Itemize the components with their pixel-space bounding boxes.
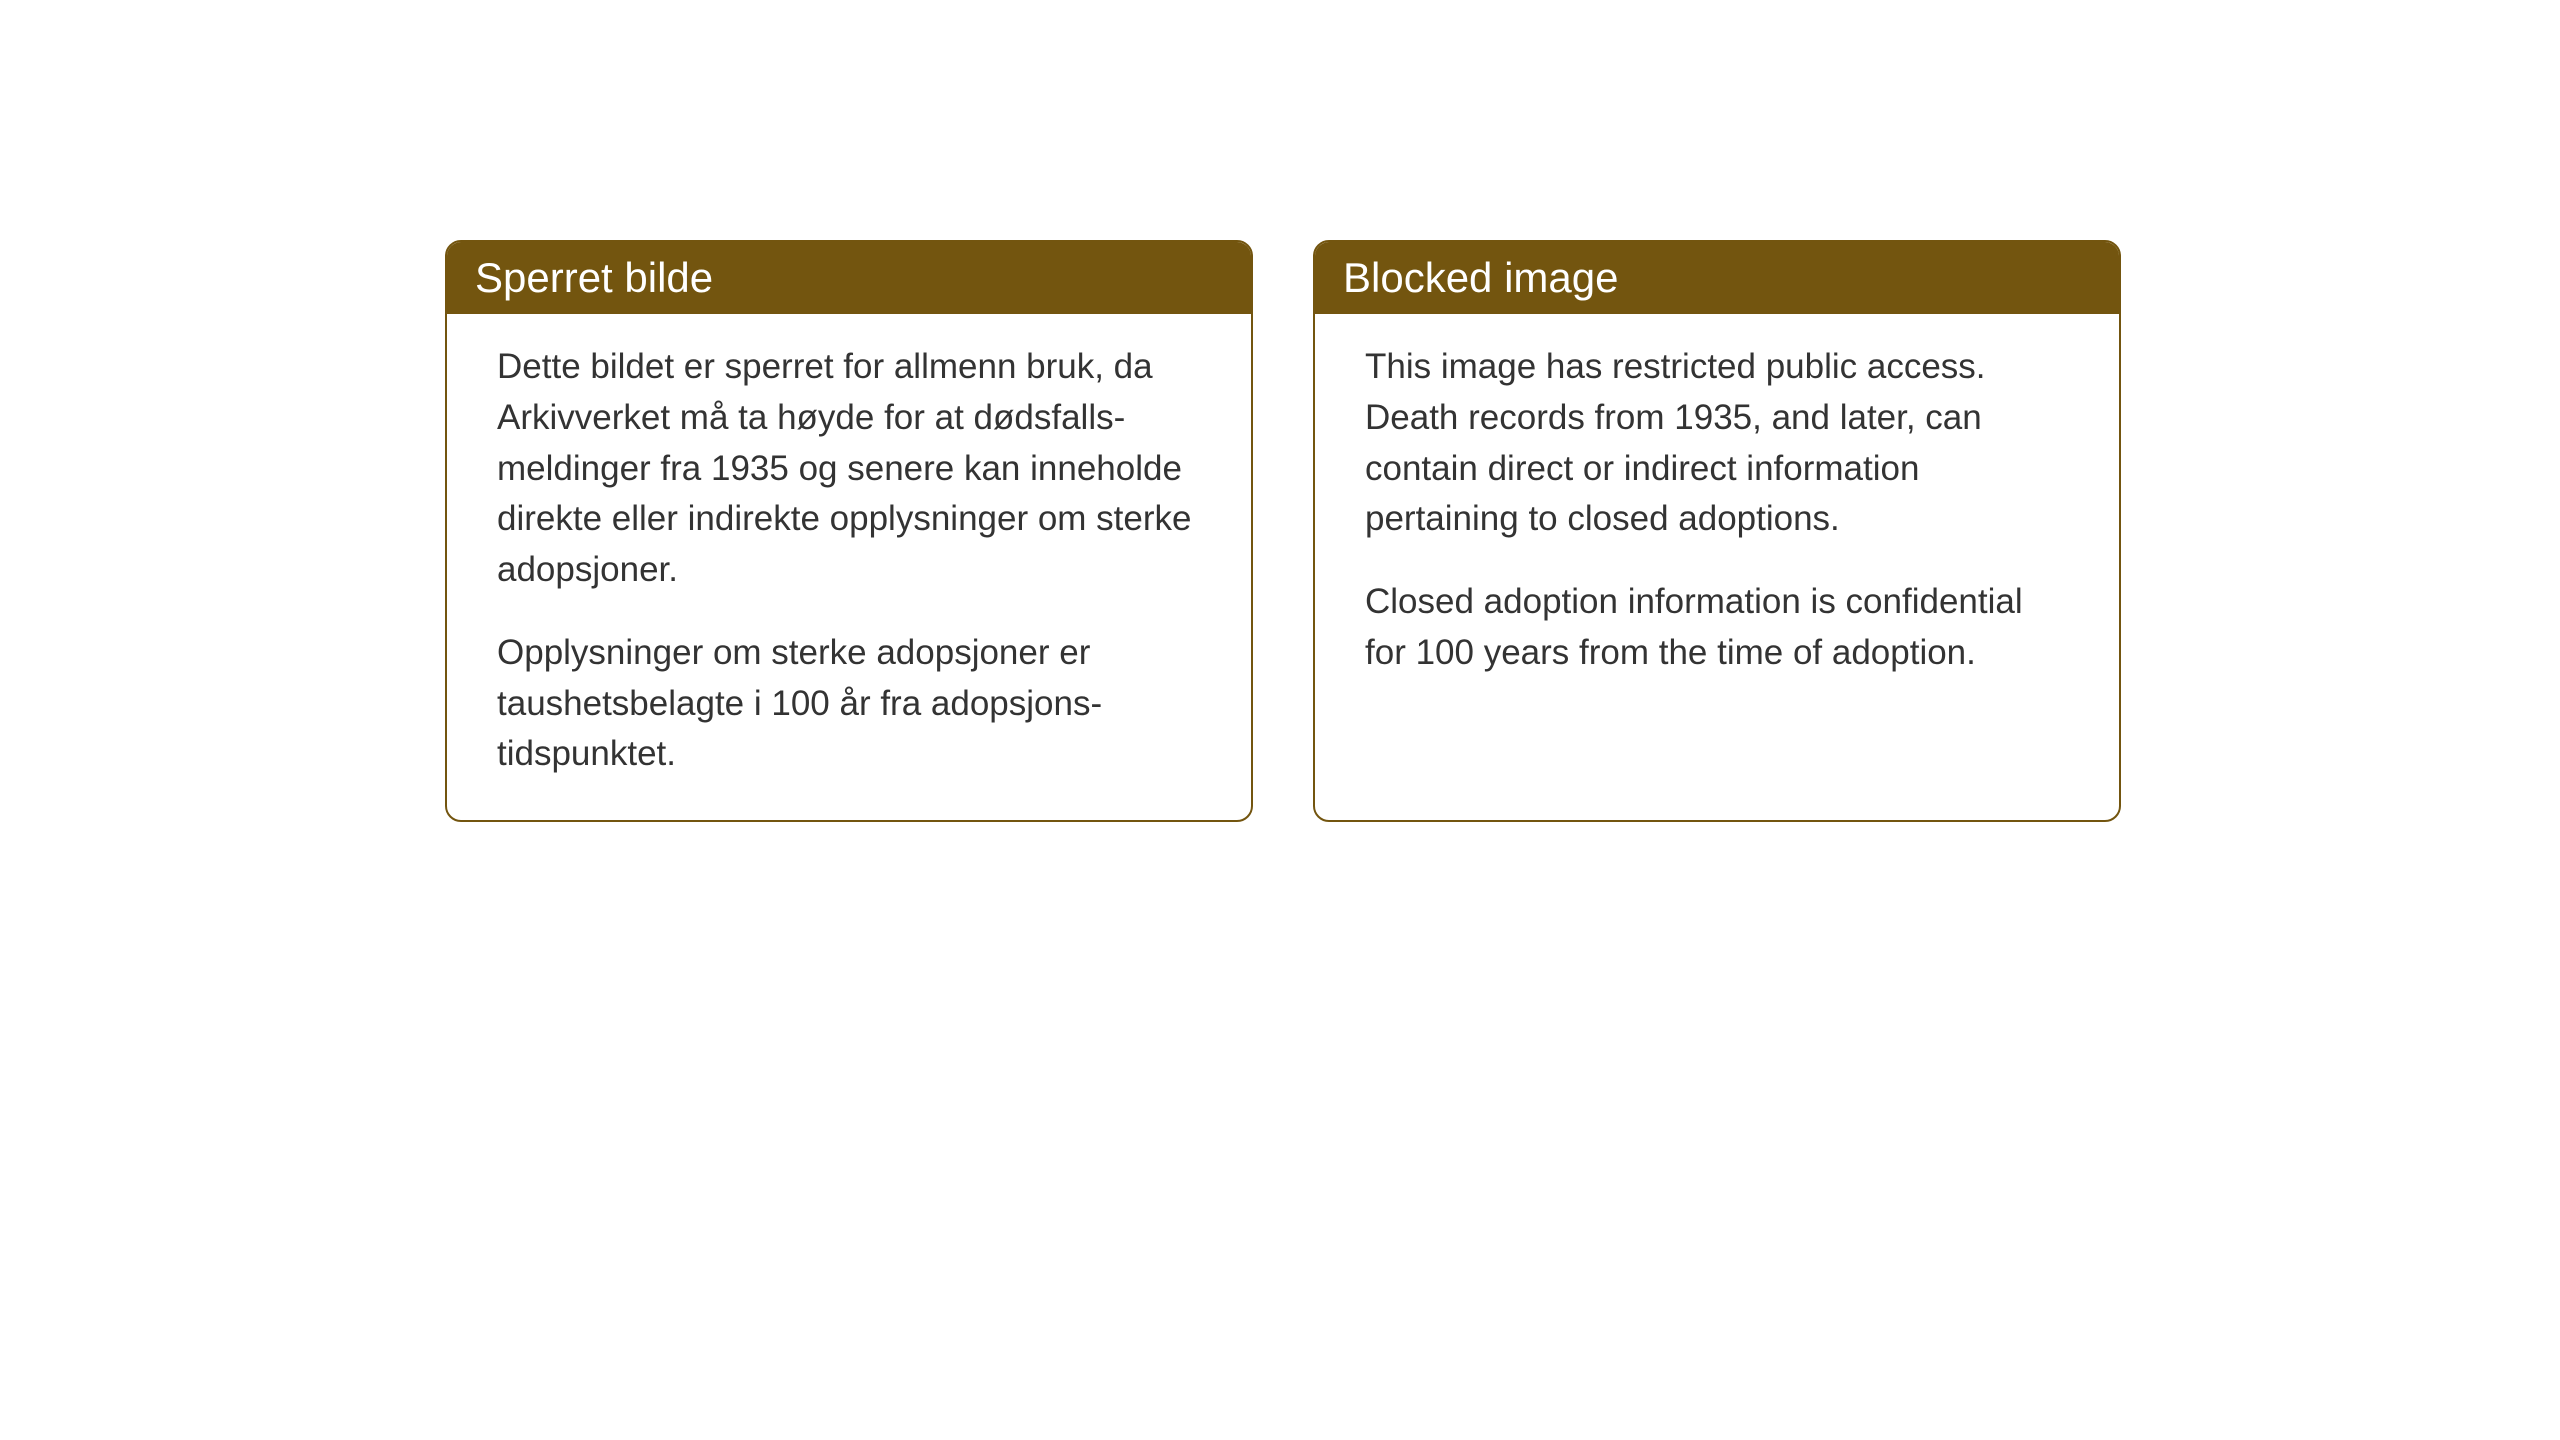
card-title-norwegian: Sperret bilde xyxy=(475,254,713,301)
card-header-norwegian: Sperret bilde xyxy=(447,242,1251,314)
card-title-english: Blocked image xyxy=(1343,254,1618,301)
card-body-norwegian: Dette bildet er sperret for allmenn bruk… xyxy=(447,314,1251,820)
card-body-english: This image has restricted public access.… xyxy=(1315,314,2119,719)
notice-card-english: Blocked image This image has restricted … xyxy=(1313,240,2121,822)
card-paragraph-1-english: This image has restricted public access.… xyxy=(1365,342,2069,545)
card-paragraph-2-english: Closed adoption information is confident… xyxy=(1365,577,2069,679)
notice-card-norwegian: Sperret bilde Dette bildet er sperret fo… xyxy=(445,240,1253,822)
card-paragraph-1-norwegian: Dette bildet er sperret for allmenn bruk… xyxy=(497,342,1201,596)
card-paragraph-2-norwegian: Opplysninger om sterke adopsjoner er tau… xyxy=(497,628,1201,780)
notice-cards-container: Sperret bilde Dette bildet er sperret fo… xyxy=(445,240,2121,822)
card-header-english: Blocked image xyxy=(1315,242,2119,314)
